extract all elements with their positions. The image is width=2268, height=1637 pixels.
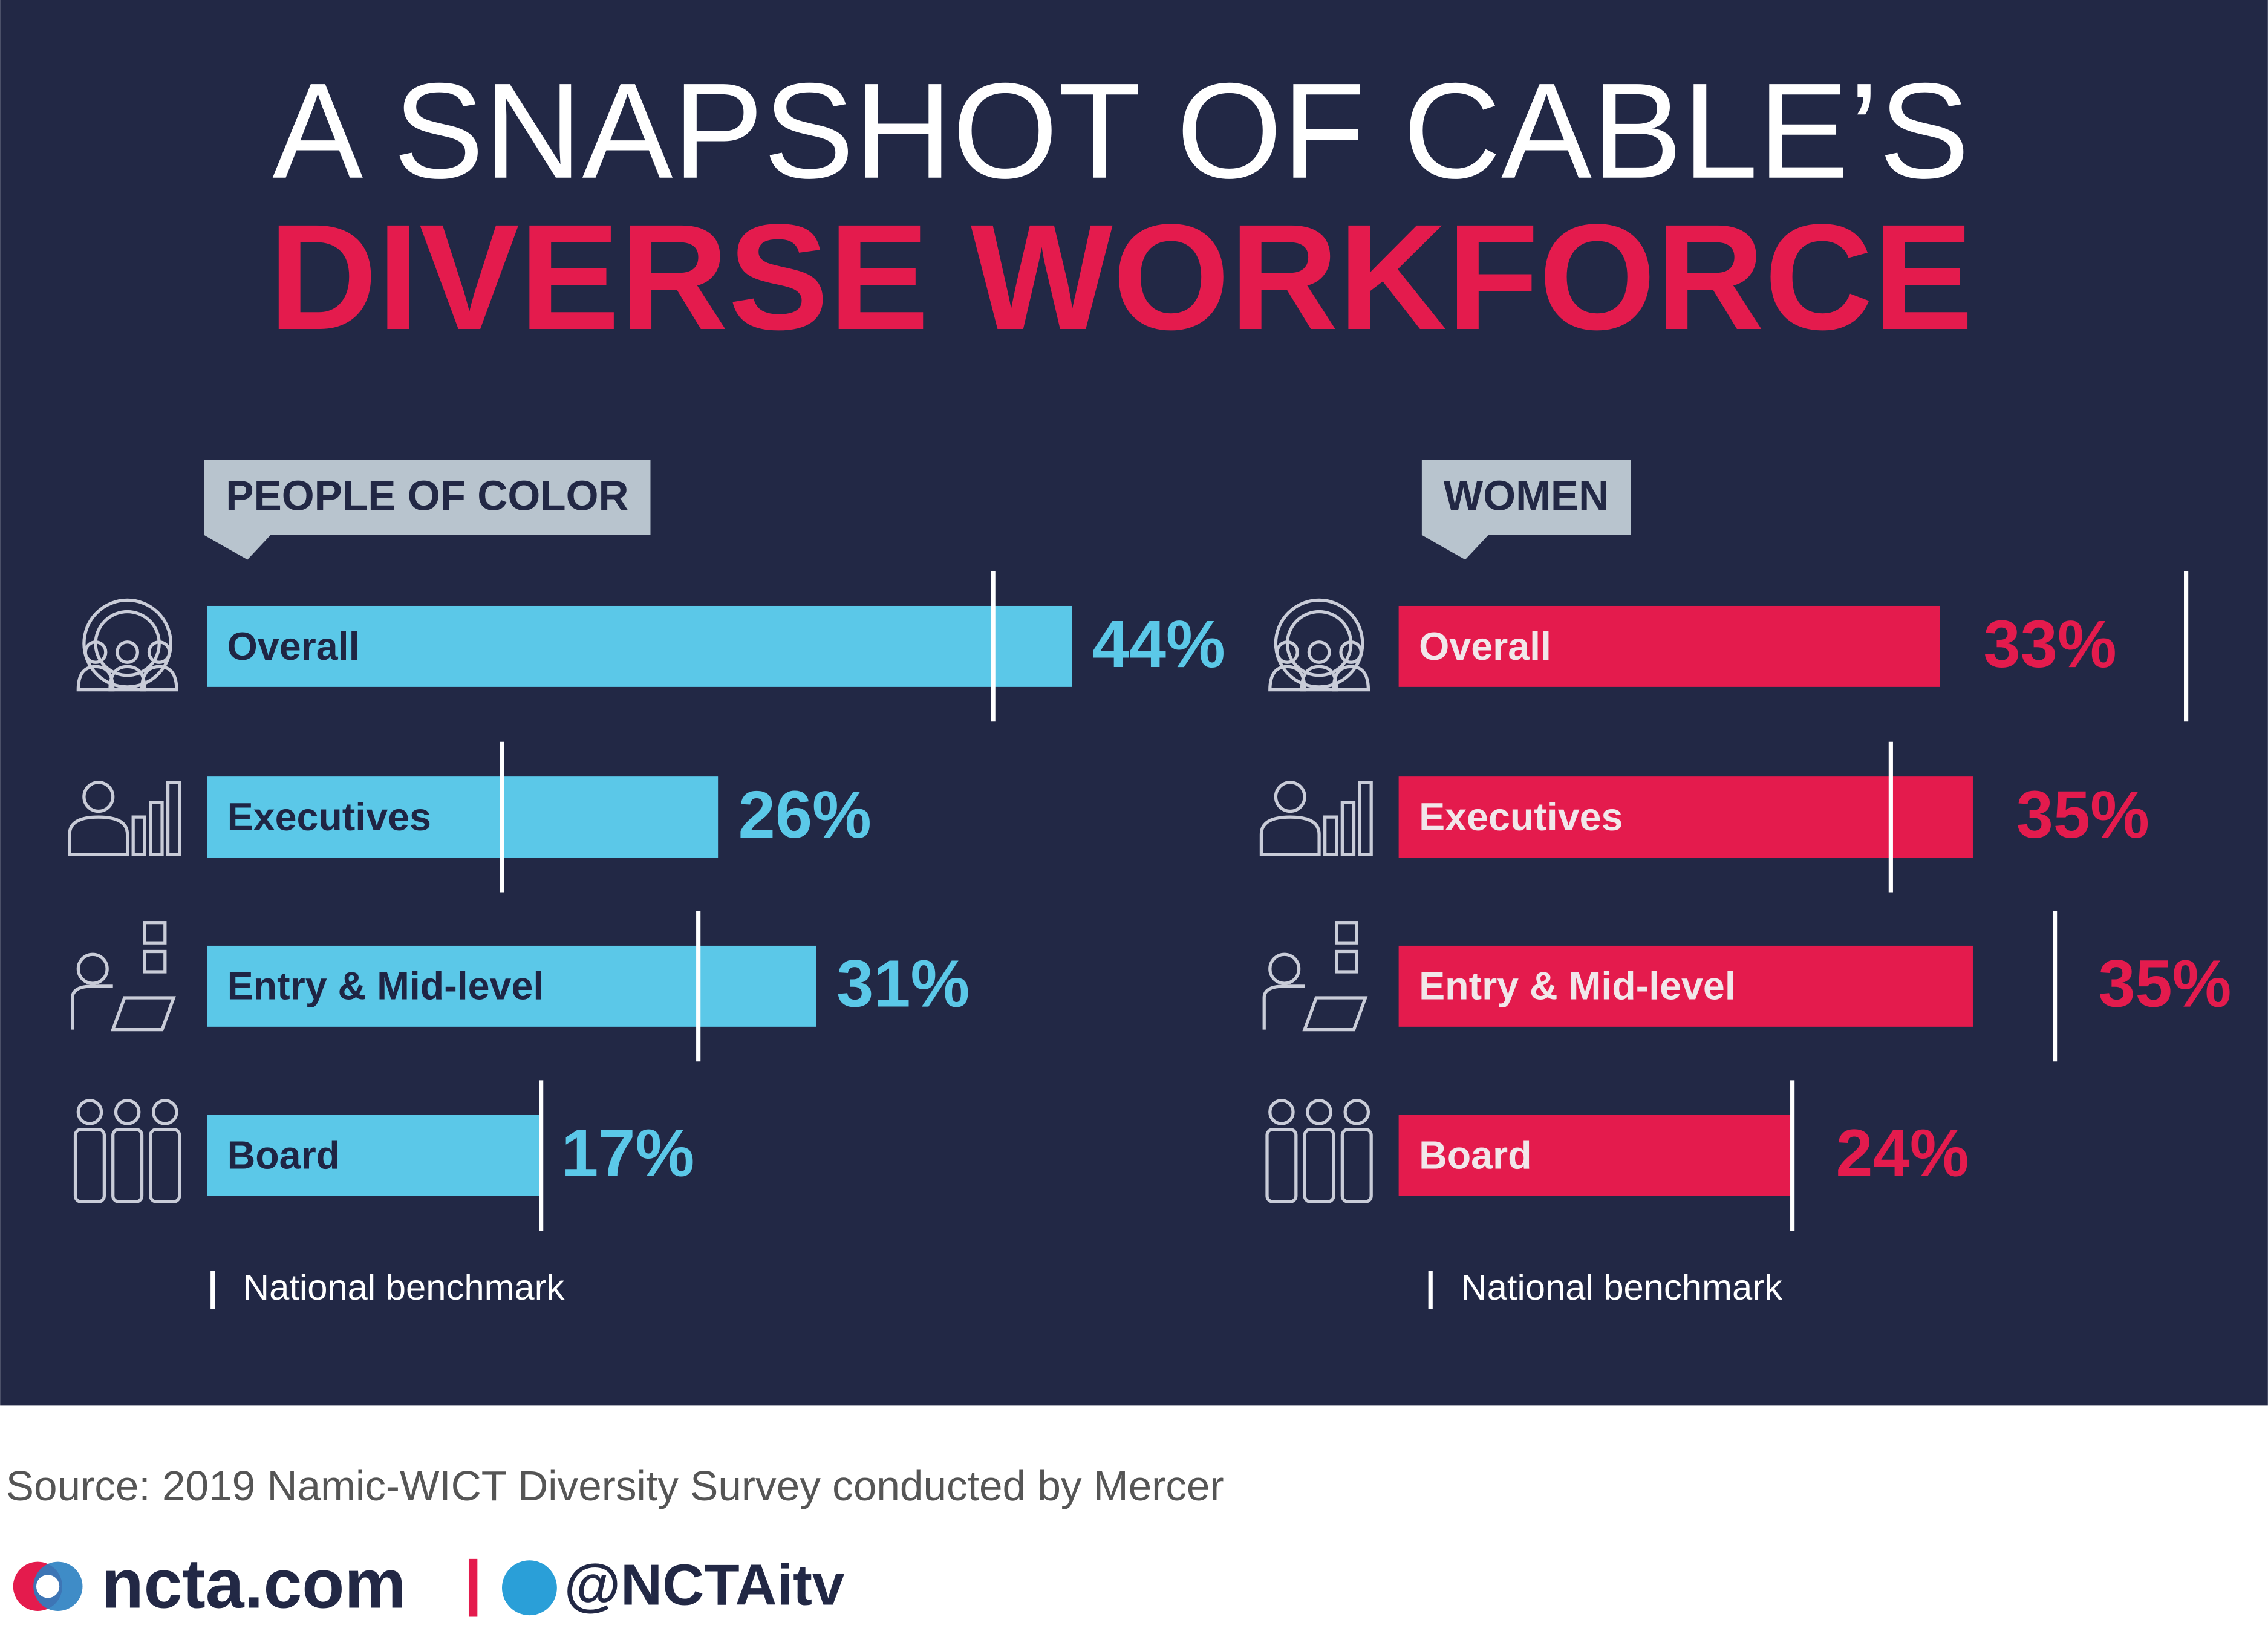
icon-part bbox=[76, 952, 109, 985]
icon-part bbox=[71, 984, 176, 1032]
icon-part bbox=[1335, 949, 1358, 974]
icon-part bbox=[73, 1128, 106, 1203]
source: Source: 2019 Namic-WICT Diversity Survey… bbox=[6, 1462, 1224, 1509]
icon-part bbox=[1339, 640, 1363, 664]
icon-part bbox=[1259, 815, 1321, 856]
icon-part bbox=[1343, 1099, 1370, 1125]
value-label: 35% bbox=[2098, 947, 2231, 1021]
icon-part bbox=[1340, 1128, 1373, 1203]
category-label: Executives bbox=[1419, 795, 1623, 839]
icons bbox=[68, 598, 1373, 1203]
icon-part bbox=[149, 1128, 181, 1203]
value-label: 31% bbox=[836, 947, 969, 1021]
row-icon bbox=[1262, 921, 1368, 1032]
bar bbox=[207, 1115, 541, 1196]
category-label: Executives bbox=[227, 795, 431, 839]
title-line2: DIVERSE WORKFORCE bbox=[269, 193, 1973, 361]
bar bbox=[1398, 605, 1940, 687]
category-label: Overall bbox=[227, 625, 360, 668]
icon-part bbox=[1340, 801, 1356, 856]
value-label: 33% bbox=[1983, 607, 2116, 682]
icon-part bbox=[1306, 1099, 1332, 1125]
row-icon bbox=[68, 781, 181, 856]
panel-tag: WOMEN bbox=[1421, 460, 1631, 560]
category-label: Board bbox=[227, 1134, 341, 1177]
icon-part bbox=[1262, 984, 1368, 1032]
tag-box bbox=[1421, 460, 1631, 535]
icon-part bbox=[1268, 1099, 1295, 1125]
value-label: 35% bbox=[2016, 778, 2149, 852]
footer-site: ncta.com bbox=[102, 1545, 406, 1622]
icon-part bbox=[143, 921, 167, 945]
title-line1: A SNAPSHOT OF CABLE’S bbox=[272, 55, 1969, 207]
category-label: Entry & Mid-level bbox=[1419, 965, 1736, 1008]
value-label: 44% bbox=[1092, 607, 1225, 682]
tag-pointer bbox=[204, 535, 271, 560]
row-icon bbox=[73, 1099, 181, 1203]
bar bbox=[1398, 776, 1973, 858]
row-icon bbox=[1265, 1099, 1373, 1203]
icon-part bbox=[114, 1099, 141, 1125]
icon-part bbox=[140, 665, 178, 692]
icon-part bbox=[1307, 640, 1331, 664]
source-label: Source: bbox=[6, 1462, 151, 1509]
icon-part bbox=[111, 1128, 144, 1203]
category-label: Entry & Mid-level bbox=[227, 965, 544, 1008]
row-icon bbox=[76, 598, 178, 692]
icon-part bbox=[82, 781, 115, 813]
panel-tag: PEOPLE OF COLOR bbox=[204, 460, 651, 560]
icon-part bbox=[1276, 640, 1299, 664]
row-icon bbox=[1268, 598, 1370, 692]
icon-part bbox=[149, 801, 164, 856]
icon-part bbox=[1274, 598, 1364, 689]
category-label: Overall bbox=[1419, 625, 1551, 668]
legend-label: National benchmark bbox=[1461, 1267, 1782, 1307]
panel-title: WOMEN bbox=[1444, 472, 1609, 519]
icon-part bbox=[116, 640, 139, 664]
icon-part bbox=[143, 949, 167, 974]
category-label: Board bbox=[1419, 1134, 1532, 1177]
icon-part bbox=[166, 781, 181, 856]
icon-part bbox=[1265, 1128, 1298, 1203]
footer-handle: @NCTAitv bbox=[564, 1552, 844, 1617]
icon-part bbox=[131, 815, 146, 856]
tag-box bbox=[204, 460, 651, 535]
legend-label: National benchmark bbox=[243, 1267, 565, 1307]
separator bbox=[468, 1558, 478, 1617]
source-text: 2019 Namic-WICT Diversity Survey conduct… bbox=[162, 1462, 1224, 1509]
row-icon bbox=[71, 921, 176, 1032]
tag-pointer bbox=[1421, 535, 1488, 560]
icon-part bbox=[1358, 781, 1373, 856]
icon-part bbox=[1323, 815, 1338, 856]
panel-title: PEOPLE OF COLOR bbox=[226, 472, 628, 519]
icon-part bbox=[1274, 781, 1306, 813]
icon-part bbox=[82, 598, 172, 689]
bar bbox=[207, 945, 816, 1027]
value-label: 24% bbox=[1836, 1116, 1969, 1191]
icon-part bbox=[1268, 952, 1301, 985]
icon-part bbox=[68, 815, 129, 856]
icon-part bbox=[1332, 665, 1370, 692]
value-label: 26% bbox=[738, 778, 872, 852]
icon-part bbox=[76, 1099, 103, 1125]
icon-part bbox=[152, 1099, 178, 1125]
bar bbox=[1398, 945, 1973, 1027]
icon-part bbox=[1303, 1128, 1335, 1203]
bar bbox=[207, 605, 1072, 687]
twitter-icon bbox=[501, 1560, 557, 1616]
row-icon bbox=[1259, 781, 1373, 856]
bar bbox=[1398, 1115, 1793, 1196]
icon-part bbox=[147, 640, 171, 664]
icon-part bbox=[1335, 921, 1358, 945]
icon-part bbox=[83, 640, 108, 664]
value-label: 17% bbox=[561, 1116, 694, 1191]
bar bbox=[207, 776, 719, 858]
logo-hole bbox=[36, 1575, 60, 1598]
